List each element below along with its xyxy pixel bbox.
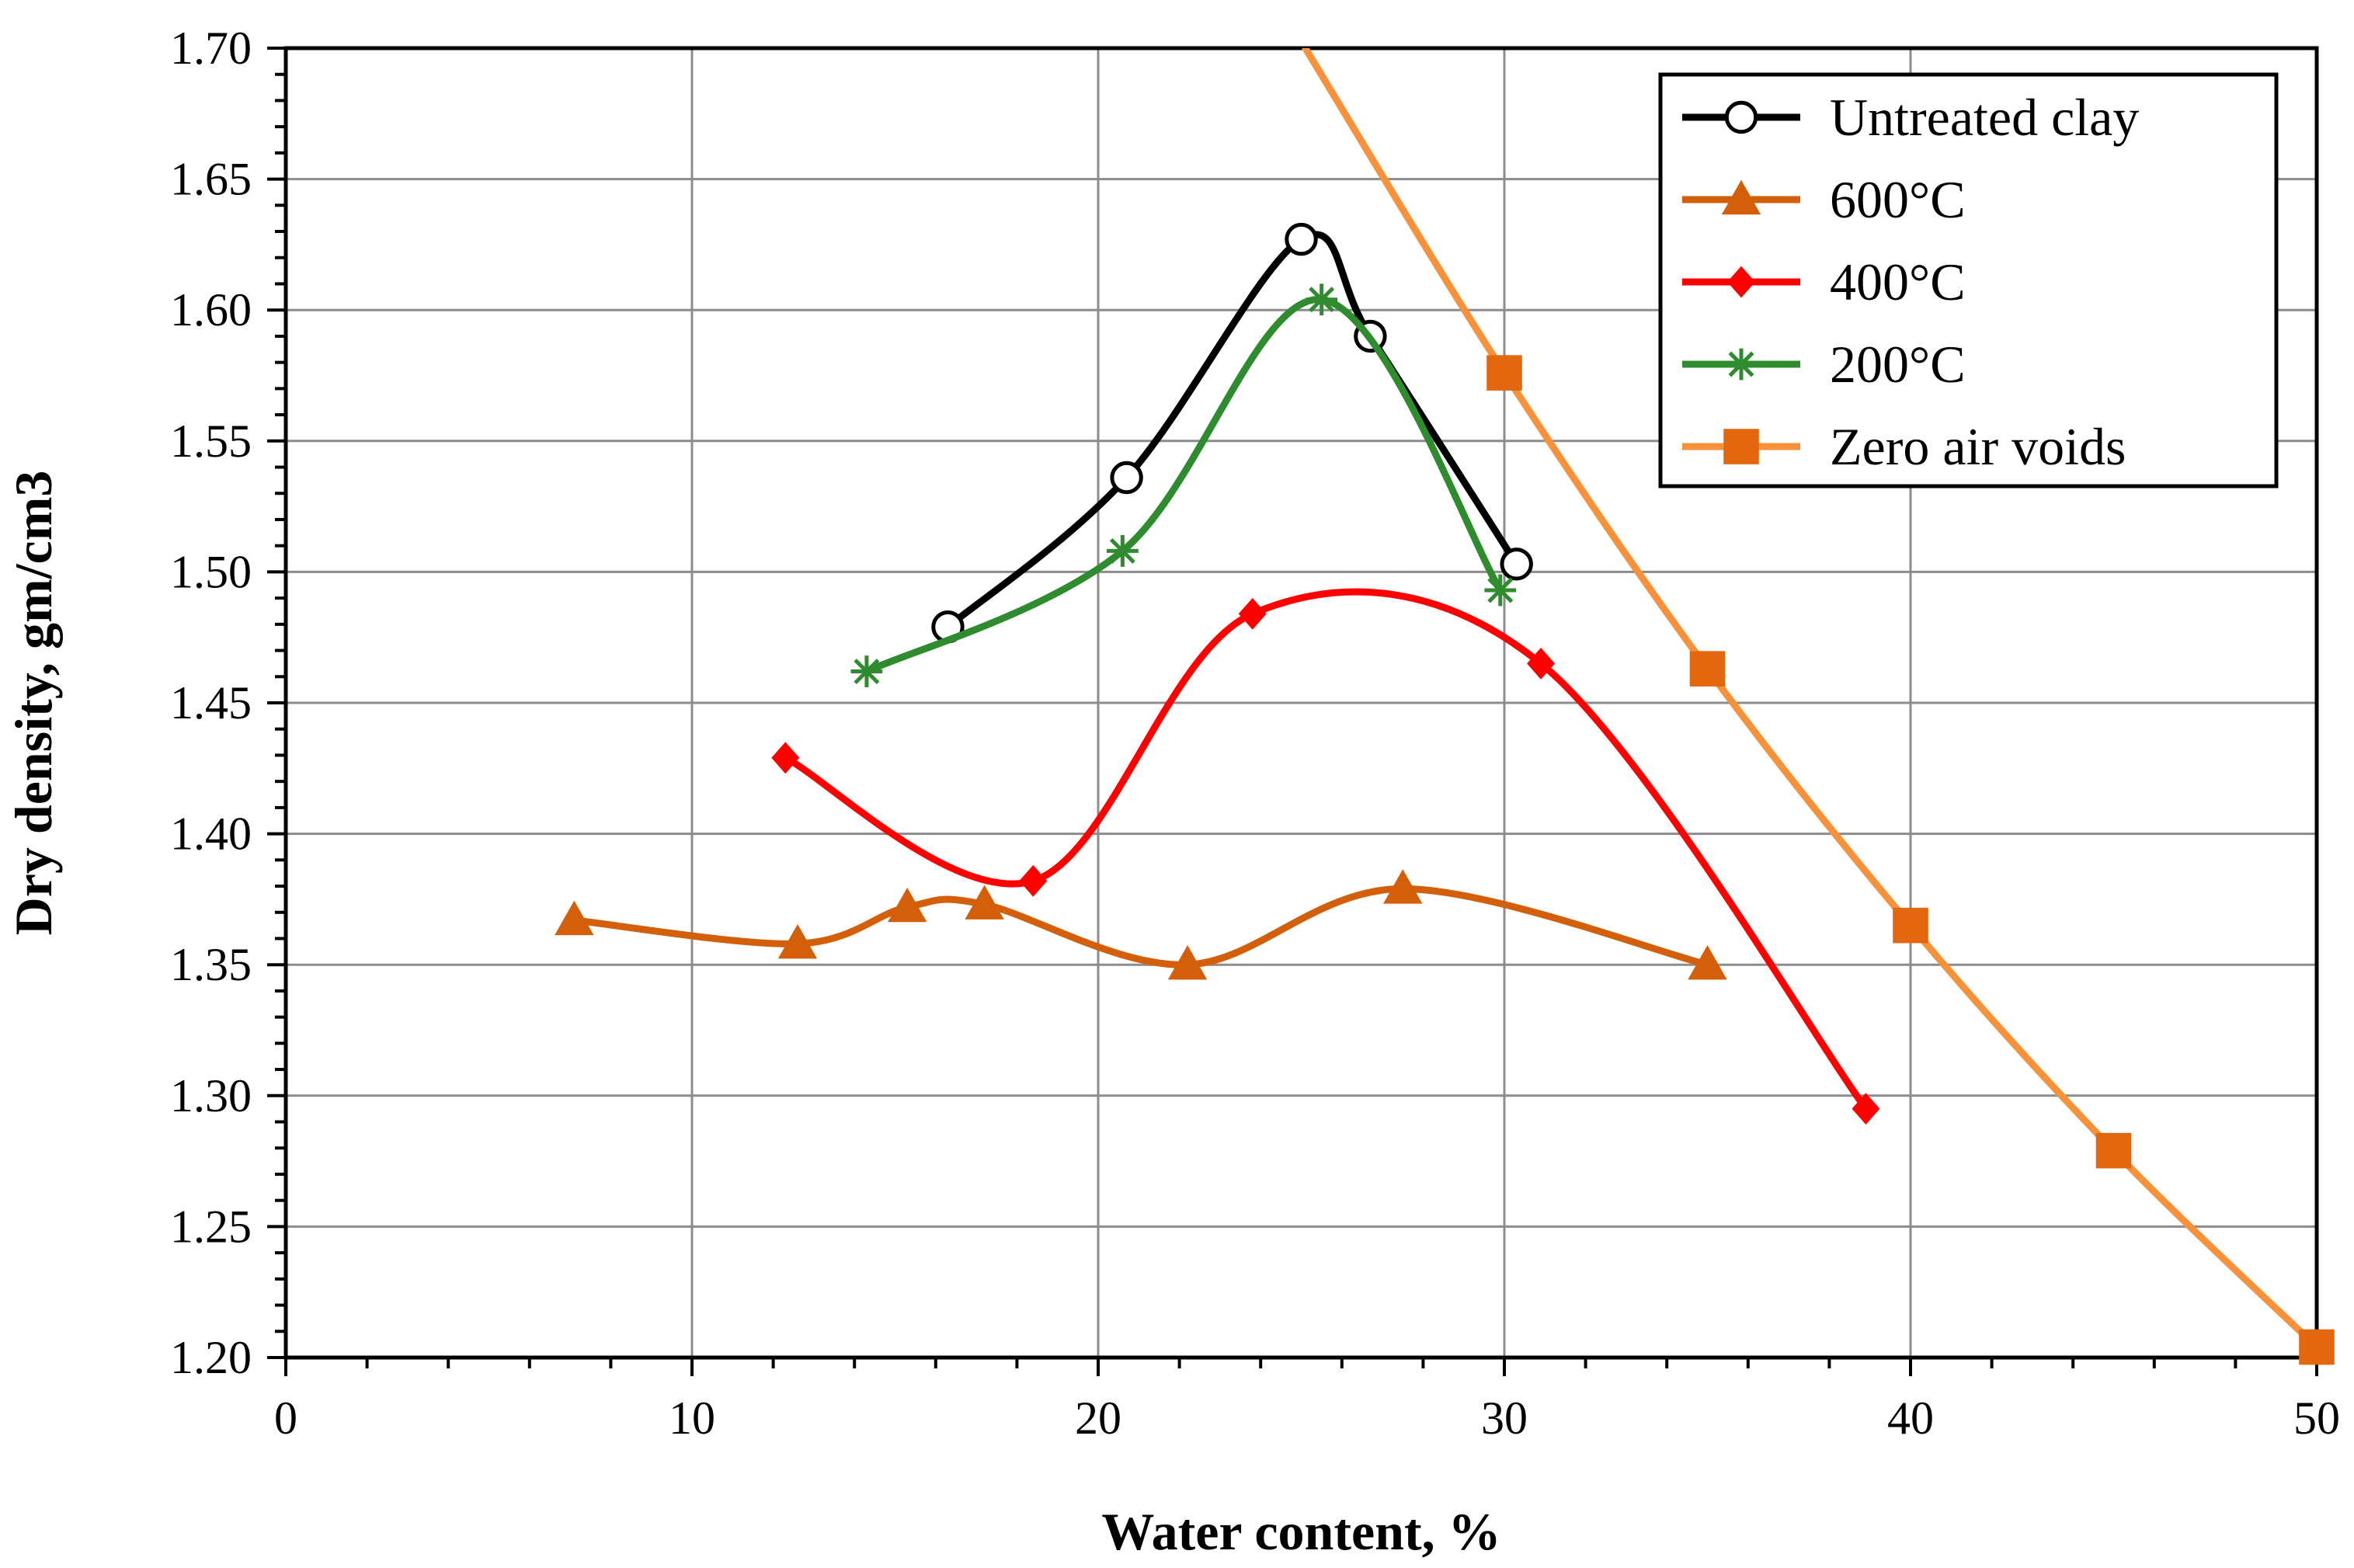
data-point-zero-air-voids [1486,355,1522,391]
data-point-600c [887,887,927,923]
x-tick-label: 10 [669,1392,715,1444]
x-tick-label: 0 [274,1392,297,1444]
data-point-600c [1167,945,1208,980]
data-point-untreated-clay [1500,548,1533,581]
legend-item-untreated-clay: Untreated clay [1682,88,2139,147]
legend-label: Zero air voids [1830,417,2126,476]
legend-marker-zero-air-voids [1723,429,1759,464]
data-point-200c [1484,574,1517,607]
legend-label: 600°C [1830,170,1966,229]
x-tick-label: 40 [1887,1392,1934,1444]
data-point-600c [555,900,594,936]
series [555,48,2335,1365]
legend: Untreated clay 600°C 400°C 200°C Zero air vo… [1658,72,2279,488]
series-600c [555,869,1727,980]
data-point-600c [1688,945,1727,980]
series-line-zero-air-voids [1302,48,2317,1351]
x-tick-label: 30 [1481,1392,1528,1444]
data-point-zero-air-voids [2095,1132,2132,1169]
data-point-400c [771,742,800,774]
legend-marker-400c [1727,266,1755,298]
data-point-600c [777,924,818,959]
data-point-600c [965,885,1004,920]
x-tick-label: 50 [2293,1392,2340,1444]
y-tick-label: 1.35 [170,939,252,990]
y-tick-label: 1.60 [170,284,252,336]
y-tick-label: 1.55 [170,415,252,467]
data-point-zero-air-voids [1893,907,1928,944]
legend-item-400c: 400°C [1682,252,1966,311]
y-tick-label: 1.30 [170,1070,252,1121]
data-point-400c [1527,648,1556,680]
data-point-untreated-clay [1285,222,1318,256]
y-axis-title: Dry density, gm/cm3 [4,471,63,936]
y-tick-label: 1.50 [170,546,252,597]
legend-item-zero-air-voids: Zero air voids [1682,417,2126,476]
data-point-400c [1019,864,1048,897]
data-point-untreated-clay [1110,461,1143,495]
legend-marker-600c [1721,179,1761,215]
data-point-400c [1238,597,1267,630]
data-point-400c [1852,1093,1880,1125]
data-point-600c [1383,869,1423,904]
data-point-zero-air-voids [2299,1329,2335,1365]
legend-label: 200°C [1830,335,1966,394]
data-point-200c [1106,535,1139,567]
legend-item-600c: 600°C [1682,170,1966,229]
series-line-200c [863,296,1504,676]
y-tick-label: 1.45 [170,677,252,728]
y-tick-label: 1.20 [170,1332,252,1383]
data-point-200c [1306,283,1338,316]
legend-label: Untreated clay [1830,88,2139,147]
series-line-400c [781,588,1869,1113]
tick-labels: 0 10 20 30 40 50 1.20 1.25 1.30 1.35 1.40 1.45 1.50 1… [170,23,2340,1444]
x-tick-label: 20 [1075,1392,1121,1444]
legend-marker-200c [1725,348,1758,381]
y-tick-label: 1.25 [170,1201,252,1252]
legend-label: 400°C [1830,252,1966,311]
legend-item-200c: 200°C [1682,335,1966,394]
legend-marker-untreated-clay [1724,100,1758,134]
data-point-200c [850,655,883,687]
series-400c [771,588,1880,1125]
x-axis-title: Water content, % [1101,1502,1500,1561]
y-tick-label: 1.65 [170,154,252,205]
plot-area-frame [283,46,2319,1360]
series-zero-air-voids [1302,48,2335,1365]
y-tick-label: 1.70 [170,23,252,74]
data-point-zero-air-voids [1689,651,1726,687]
series-200c [850,283,1517,687]
y-tick-label: 1.40 [170,808,252,860]
